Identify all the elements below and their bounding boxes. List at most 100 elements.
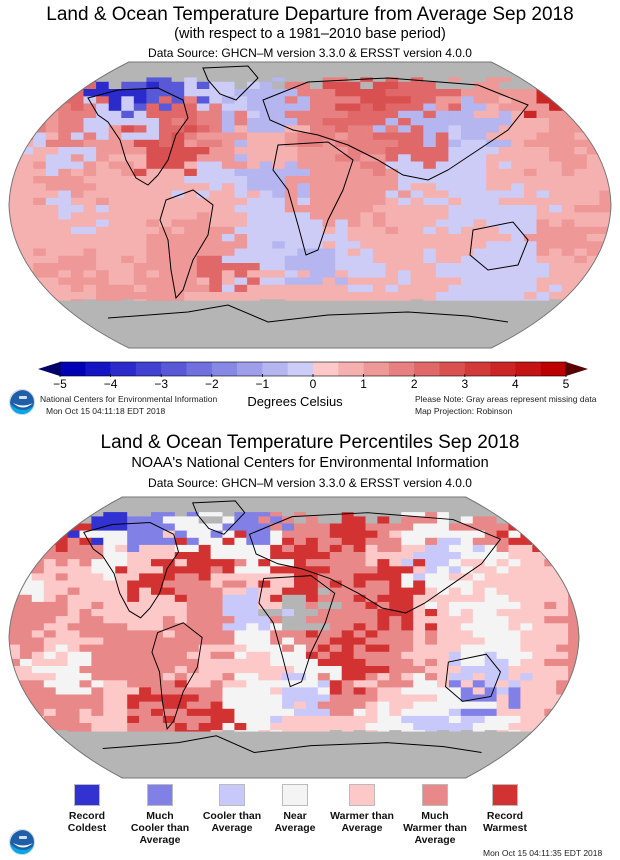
map-cell bbox=[43, 723, 57, 731]
map-cell bbox=[586, 299, 600, 308]
map-cell bbox=[561, 270, 575, 279]
map-cell bbox=[210, 680, 224, 688]
map-cell bbox=[58, 161, 72, 170]
map-cell bbox=[329, 644, 343, 653]
map-cell bbox=[83, 292, 97, 300]
map-cell bbox=[574, 67, 588, 76]
map-cell bbox=[196, 226, 210, 235]
map-cell bbox=[335, 176, 349, 184]
map-cell bbox=[91, 580, 104, 589]
map-cell bbox=[55, 772, 69, 778]
map-cell bbox=[196, 139, 210, 148]
map-cell bbox=[146, 118, 160, 126]
map-cell bbox=[523, 110, 538, 119]
map-cell bbox=[151, 694, 164, 703]
map-cell bbox=[127, 509, 140, 517]
map-cell bbox=[305, 523, 319, 532]
map-cell bbox=[532, 587, 545, 596]
map-cell bbox=[55, 765, 69, 774]
map-cell bbox=[121, 125, 135, 134]
map-cell bbox=[561, 313, 575, 322]
map-cell bbox=[568, 723, 579, 731]
map-cell bbox=[574, 328, 588, 337]
map-cell bbox=[448, 139, 462, 148]
map-cell bbox=[544, 497, 557, 503]
map-cell bbox=[532, 666, 545, 674]
map-cell bbox=[162, 609, 176, 617]
map-cell bbox=[234, 530, 247, 539]
map-cell bbox=[198, 687, 212, 696]
map-cell bbox=[297, 234, 311, 242]
map-cell bbox=[221, 248, 236, 257]
map-cell bbox=[222, 601, 235, 610]
map-cell bbox=[549, 205, 563, 213]
map-cell bbox=[544, 594, 557, 603]
map-cell bbox=[484, 637, 498, 646]
map-cell bbox=[9, 219, 22, 228]
map-cell bbox=[498, 132, 512, 141]
map-cell bbox=[139, 537, 152, 546]
map-cell bbox=[55, 630, 69, 639]
map-cell bbox=[222, 544, 235, 553]
map-cell bbox=[435, 219, 449, 228]
map-cell bbox=[221, 212, 236, 221]
map-cell bbox=[162, 644, 176, 653]
map-cell bbox=[9, 623, 21, 631]
map-cell bbox=[360, 205, 374, 213]
map-cell bbox=[498, 125, 512, 134]
map-cell bbox=[329, 673, 343, 681]
map-cell bbox=[184, 147, 198, 155]
map-cell bbox=[19, 758, 33, 767]
map-cell bbox=[586, 219, 600, 228]
map-cell bbox=[496, 580, 510, 589]
map-cell bbox=[335, 168, 349, 177]
map-cell bbox=[484, 609, 498, 617]
map-cell bbox=[556, 680, 569, 688]
map-cell bbox=[127, 516, 140, 525]
map-cell bbox=[435, 110, 449, 119]
map-cell bbox=[272, 89, 286, 97]
map-cell bbox=[133, 168, 147, 177]
map-cell bbox=[234, 81, 248, 90]
map-cell bbox=[196, 103, 210, 112]
map-cell bbox=[96, 234, 110, 242]
map-cell bbox=[347, 96, 361, 105]
map-cell bbox=[171, 176, 185, 184]
map-cell bbox=[486, 161, 500, 170]
map-cell bbox=[221, 263, 236, 271]
map-cell bbox=[486, 292, 500, 300]
map-cell bbox=[425, 509, 438, 517]
map-cell bbox=[234, 552, 247, 560]
map-cell bbox=[472, 723, 486, 731]
map-cell bbox=[297, 96, 311, 105]
map-cell bbox=[31, 730, 45, 738]
map-cell bbox=[146, 132, 160, 141]
map-cell bbox=[19, 666, 33, 674]
map-cell bbox=[556, 537, 569, 546]
map-cell bbox=[536, 176, 550, 184]
map-cell bbox=[272, 212, 286, 221]
map-cell bbox=[272, 176, 286, 184]
map-cell bbox=[341, 587, 355, 596]
map-cell bbox=[79, 637, 92, 646]
map-cell bbox=[496, 723, 510, 731]
map-cell bbox=[259, 270, 273, 279]
map-cell bbox=[83, 161, 97, 170]
map-cell bbox=[353, 523, 367, 532]
map-cell bbox=[568, 694, 579, 703]
map-cell bbox=[258, 644, 271, 653]
map-cell bbox=[247, 132, 261, 141]
map-cell bbox=[45, 313, 59, 322]
map-cell bbox=[186, 573, 200, 582]
map-cell bbox=[234, 680, 247, 688]
map-cell bbox=[284, 205, 298, 213]
map-cell bbox=[472, 630, 486, 639]
map-cell bbox=[186, 701, 200, 710]
map-cell bbox=[196, 168, 210, 177]
map-cell bbox=[401, 580, 414, 589]
legend-swatch bbox=[219, 784, 245, 806]
map-cell bbox=[33, 335, 47, 344]
map-cell bbox=[31, 758, 45, 767]
map-cell bbox=[9, 197, 22, 206]
map-cell bbox=[79, 651, 92, 660]
